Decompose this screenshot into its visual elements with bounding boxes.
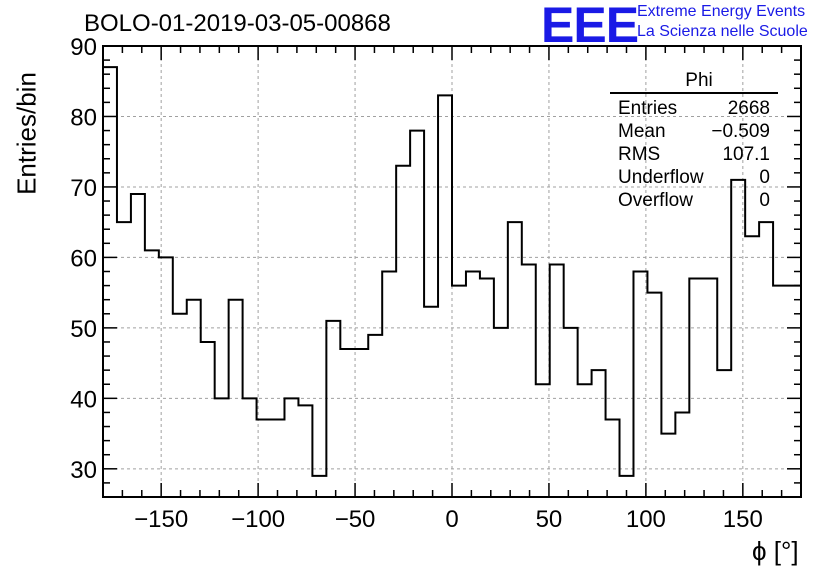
tick-labels: −150 −100 −50 0 50 100 150 30 40 50 60 70 80 90 <box>70 34 763 533</box>
stats-divider <box>610 92 778 94</box>
stats-value: 2668 <box>727 98 770 119</box>
logo-line-2: La Scienza nelle Scuole <box>637 23 808 40</box>
stats-row: Entries 2668 <box>610 97 778 120</box>
stats-title: Phi <box>685 70 713 91</box>
logo-caption: Extreme Energy Events La Scienza nelle S… <box>637 2 808 42</box>
stats-row: Overflow 0 <box>610 189 778 212</box>
x-tick-label: −100 <box>231 506 285 533</box>
stats-value: 0 <box>759 167 770 188</box>
y-axis-label: Entries/bin <box>11 72 42 195</box>
stats-value: 0 <box>759 190 770 211</box>
y-tick-label: 50 <box>70 316 97 343</box>
stats-label: Underflow <box>618 167 704 188</box>
y-tick-label: 30 <box>70 457 97 484</box>
logo-line-1: Extreme Energy Events <box>637 3 806 20</box>
x-tick-label: 0 <box>445 506 458 533</box>
stats-row: Underflow 0 <box>610 166 778 189</box>
stats-label: Overflow <box>618 190 693 211</box>
y-tick-label: 40 <box>70 386 97 413</box>
stats-value: 107.1 <box>722 144 770 165</box>
stats-label: Mean <box>618 121 666 142</box>
stats-label: Entries <box>618 98 678 119</box>
y-tick-label: 80 <box>70 104 97 131</box>
histogram-outline <box>103 66 801 477</box>
y-tick-label: 60 <box>70 245 97 272</box>
stats-box: Phi Entries 2668 Mean −0.509 RMS 107.1 U… <box>610 70 778 212</box>
y-tick-label: 70 <box>70 175 97 202</box>
x-tick-label: 50 <box>536 506 563 533</box>
stats-value: −0.509 <box>711 121 770 142</box>
eee-logo: EEE <box>541 0 639 53</box>
y-tick-label: 90 <box>70 34 97 61</box>
x-axis-label: ϕ [°] <box>752 536 799 566</box>
x-tick-label: 150 <box>723 506 763 533</box>
x-tick-label: 100 <box>626 506 666 533</box>
axis-ticks <box>102 45 802 498</box>
chart-title: BOLO-01-2019-03-05-00868 <box>84 10 391 37</box>
x-tick-label: −50 <box>335 506 376 533</box>
stats-label: RMS <box>618 144 661 165</box>
stats-row: Mean −0.509 <box>610 120 778 143</box>
stats-row: RMS 107.1 <box>610 143 778 166</box>
x-tick-label: −150 <box>134 506 188 533</box>
